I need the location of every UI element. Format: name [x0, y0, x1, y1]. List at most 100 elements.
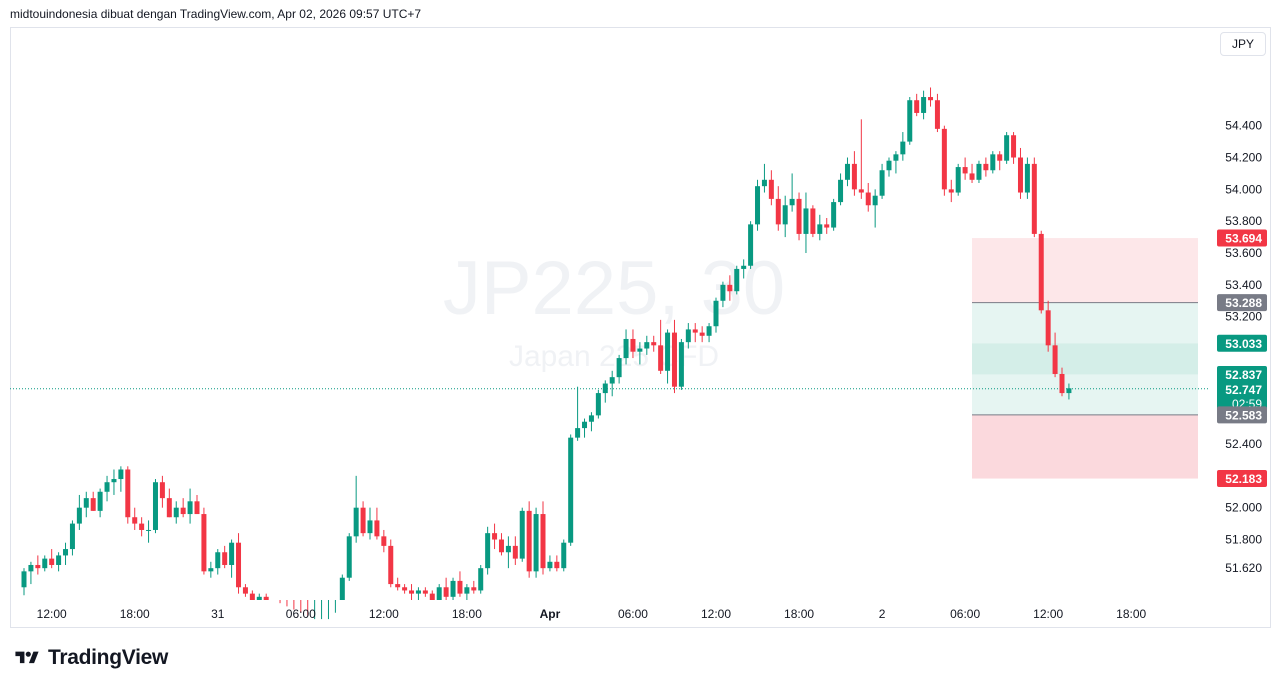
candle-body — [651, 342, 657, 346]
upper-zone-tag-text: 53.694 — [1225, 232, 1262, 246]
candle — [602, 380, 608, 403]
candle-body — [921, 97, 927, 113]
candle-body — [152, 482, 158, 530]
candle — [76, 494, 82, 530]
candle-body — [810, 208, 816, 234]
candle-body — [242, 587, 248, 594]
candle — [575, 386, 581, 441]
candle-body — [1004, 135, 1010, 161]
candle-body — [492, 533, 498, 540]
lower-zone-tag: 52.183 — [1217, 470, 1267, 488]
candle-body — [90, 498, 96, 511]
candle — [831, 198, 837, 231]
x-tick-label: 12:00 — [701, 607, 731, 621]
candle-body — [139, 523, 145, 530]
candle-body — [692, 329, 698, 333]
candle — [851, 151, 857, 196]
candle — [83, 491, 89, 518]
tradingview-logo[interactable]: TradingView — [12, 646, 168, 670]
candle-body — [111, 479, 117, 483]
candle — [457, 571, 463, 597]
candle-body — [658, 345, 664, 371]
candle — [595, 389, 601, 419]
candle-body — [159, 482, 165, 499]
candle-body — [388, 545, 394, 585]
candle-body — [831, 202, 837, 228]
candle-body — [395, 584, 401, 588]
candle — [21, 568, 27, 596]
candle-body — [941, 128, 947, 190]
candle — [49, 549, 55, 569]
entry-tag-text: 53.288 — [1225, 296, 1262, 310]
target-zone-1 — [972, 302, 1198, 344]
candle-body — [914, 100, 920, 113]
candle-body — [1031, 163, 1037, 234]
x-tick-label: 18:00 — [784, 607, 814, 621]
candle — [402, 584, 408, 594]
candle-body — [547, 561, 553, 569]
entry-tag-bg — [1217, 294, 1267, 312]
candle — [236, 533, 242, 594]
candle-body — [35, 564, 41, 569]
candle-body — [782, 205, 788, 225]
candle-body — [1066, 388, 1072, 394]
currency-button[interactable]: JPY — [1220, 32, 1266, 56]
candle-body — [443, 587, 449, 597]
candle-body — [741, 265, 747, 269]
candle-body — [1024, 163, 1030, 193]
candle-body — [575, 428, 581, 438]
current-price-text: 52.747 — [1225, 383, 1262, 397]
watermark-description: Japan 225 CFD — [509, 340, 719, 373]
candle-body — [256, 596, 262, 600]
candle — [941, 125, 947, 196]
candle-body — [49, 558, 55, 565]
candle — [761, 163, 767, 193]
candle-body — [1011, 135, 1017, 158]
y-tick-label: 52.400 — [1225, 437, 1262, 451]
candle — [741, 259, 747, 279]
candle — [547, 555, 553, 572]
candle-body — [865, 192, 871, 206]
candle — [63, 542, 69, 565]
candle — [388, 539, 394, 588]
candle-body — [353, 507, 359, 537]
candle-body — [339, 577, 345, 600]
candle — [755, 179, 761, 231]
candle — [671, 319, 677, 394]
candle-body — [97, 491, 103, 511]
candle-body — [28, 564, 34, 572]
candle-body — [457, 580, 463, 594]
candle-body — [367, 520, 373, 534]
candle-body — [201, 514, 207, 572]
candle-body — [374, 520, 380, 537]
candle — [962, 157, 968, 180]
candle-body — [104, 482, 110, 492]
x-tick-label: 31 — [211, 607, 225, 621]
candle — [367, 507, 373, 540]
candle — [422, 587, 428, 597]
candle-body — [976, 163, 982, 180]
candle — [976, 160, 982, 183]
candle-body — [360, 507, 366, 534]
candle-body — [748, 224, 754, 266]
candle-body — [844, 163, 850, 180]
candle-body — [768, 179, 774, 199]
candle — [900, 132, 906, 161]
candle-body — [229, 542, 235, 565]
candle — [229, 539, 235, 578]
current-price-bg — [1217, 365, 1267, 414]
y-tick-label: 51.800 — [1225, 533, 1262, 547]
candle-body — [928, 97, 934, 101]
candles — [21, 87, 1072, 620]
candle-body — [1038, 233, 1044, 311]
candle — [104, 475, 110, 502]
candle — [471, 580, 477, 594]
candle-body — [997, 154, 1003, 161]
candle — [249, 590, 255, 600]
candle — [893, 151, 899, 174]
candle — [872, 189, 878, 228]
chart-attribution: midtouindonesia dibuat dengan TradingVie… — [10, 7, 422, 21]
candle-body — [498, 539, 504, 553]
candle — [436, 584, 442, 600]
